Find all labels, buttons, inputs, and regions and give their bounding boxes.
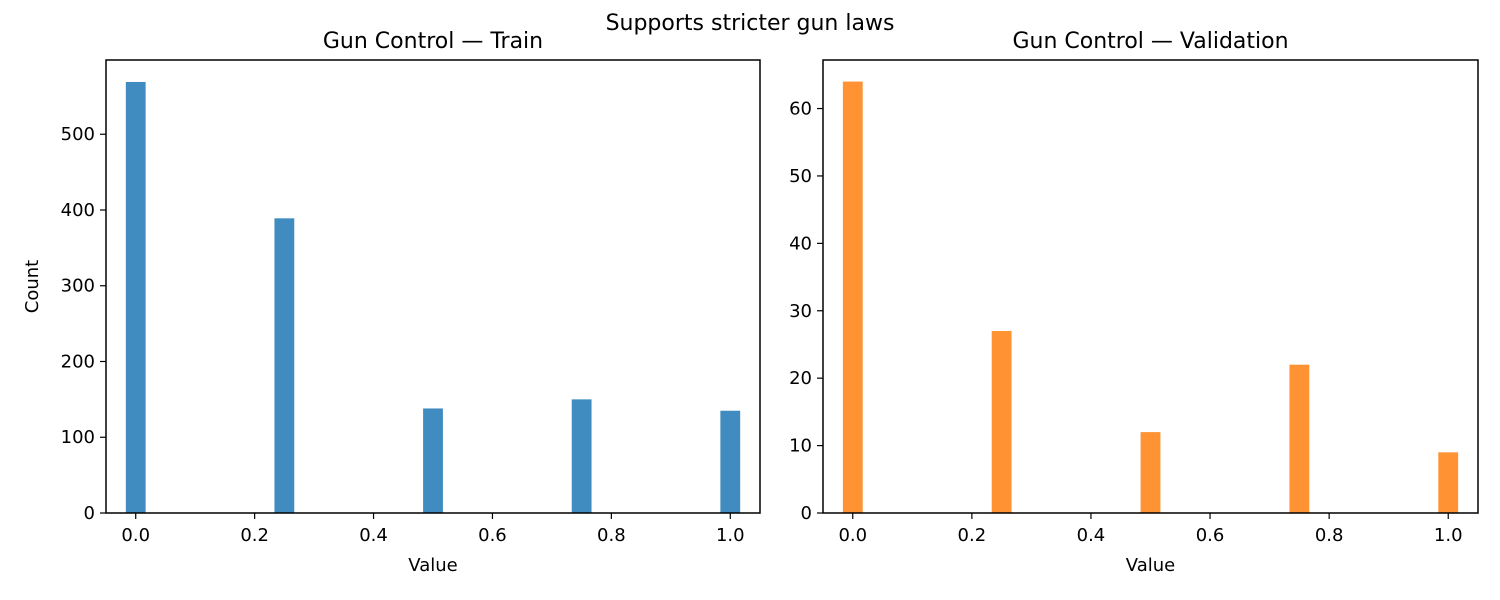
train-y-tick-label: 100 (61, 427, 95, 448)
validation-x-tick-label: 0.6 (1196, 525, 1225, 546)
validation-bar-3 (1289, 364, 1310, 513)
train-panel-title: Gun Control — Train (323, 29, 543, 54)
train-y-tick-label: 300 (61, 276, 95, 297)
train-x-tick-label: 0.2 (240, 525, 269, 546)
validation-x-tick-label: 0.2 (958, 525, 987, 546)
validation-y-tick-label: 30 (789, 301, 812, 322)
validation-x-tick-label: 1.0 (1434, 525, 1463, 546)
validation-bar-1 (991, 330, 1012, 513)
validation-y-tick-label: 0 (801, 503, 812, 524)
train-bar-0 (125, 81, 146, 513)
train-x-tick-label: 0.4 (359, 525, 388, 546)
validation-panel: 0.0 0.2 0.4 0.6 0.8 1.0 0 10 20 30 40 50 60 Gun Contr… (789, 29, 1479, 576)
validation-x-tick-label: 0.4 (1077, 525, 1106, 546)
train-axes-frame (105, 59, 761, 514)
validation-y-tick-label: 20 (789, 368, 812, 389)
validation-bar-4 (1438, 452, 1459, 513)
train-x-tick-label: 1.0 (716, 525, 745, 546)
train-panel: 0.0 0.2 0.4 0.6 0.8 1.0 0 100 200 300 400 500 Gun Co… (22, 29, 761, 576)
validation-panel-title: Gun Control — Validation (1012, 29, 1288, 54)
validation-bar-2 (1140, 432, 1161, 513)
validation-y-tick-label: 10 (789, 436, 812, 457)
train-bar-3 (571, 399, 592, 513)
validation-x-tick-label: 0.0 (838, 525, 867, 546)
train-x-tick-label: 0.8 (597, 525, 626, 546)
train-y-tick-label: 400 (61, 200, 95, 221)
train-y-tick-label: 200 (61, 351, 95, 372)
train-y-tick-label: 500 (61, 124, 95, 145)
validation-bar-0 (842, 81, 863, 514)
train-y-tick-label: 0 (84, 503, 95, 524)
train-x-tick-label: 0.6 (478, 525, 507, 546)
validation-x-tick-label: 0.8 (1315, 525, 1344, 546)
train-x-tick-label: 0.0 (121, 525, 150, 546)
train-bar-1 (274, 218, 295, 513)
train-bar-2 (423, 408, 443, 513)
validation-axes-frame (822, 59, 1479, 514)
validation-y-tick-label: 50 (789, 166, 812, 187)
train-bar-4 (720, 410, 741, 513)
train-y-axis-label: Count (22, 260, 43, 313)
validation-x-axis-label: Value (1126, 555, 1175, 576)
figure-suptitle: Supports stricter gun laws (606, 11, 895, 36)
validation-y-tick-label: 60 (789, 99, 812, 120)
validation-y-tick-label: 40 (789, 233, 812, 254)
train-x-axis-label: Value (408, 555, 457, 576)
